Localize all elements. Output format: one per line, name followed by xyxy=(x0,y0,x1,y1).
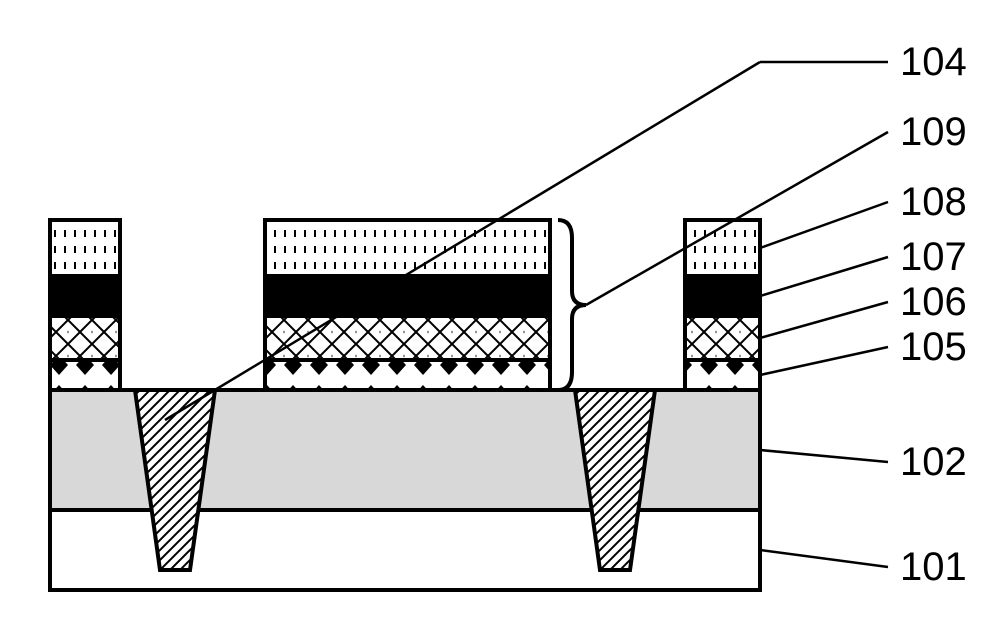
label-102: 102 xyxy=(900,440,967,485)
label-101: 101 xyxy=(900,545,967,590)
label-105: 105 xyxy=(900,325,967,370)
label-106: 106 xyxy=(900,280,967,325)
label-109: 109 xyxy=(900,110,967,155)
label-107: 107 xyxy=(900,235,967,280)
diagram-container: 104 109 108 107 106 105 102 101 xyxy=(20,20,996,623)
drawing-group xyxy=(50,62,888,590)
label-108: 108 xyxy=(900,180,967,225)
cross-section-svg xyxy=(20,20,996,623)
label-104: 104 xyxy=(900,40,967,85)
